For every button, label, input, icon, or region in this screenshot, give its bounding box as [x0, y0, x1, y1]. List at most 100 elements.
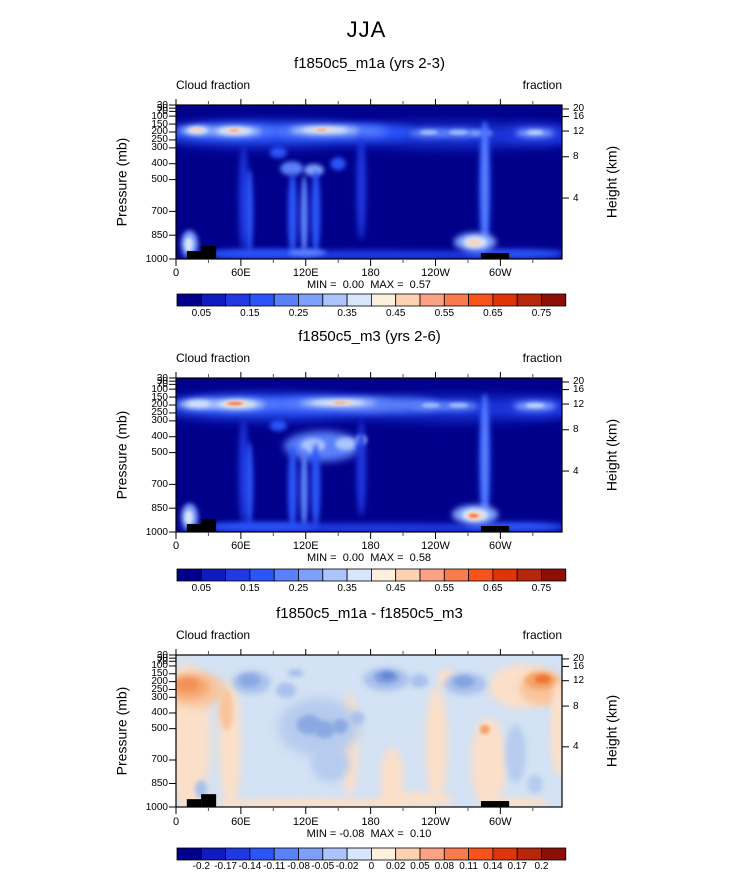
panel-3-minmax: MIN = -0.08 MAX = 0.10	[306, 828, 432, 840]
height-tick-label: 12	[573, 398, 585, 410]
panel-3-colorbar	[176, 847, 567, 861]
pressure-tick-label: 500	[151, 447, 168, 459]
colorbar-tick-label: 0.15	[240, 308, 260, 319]
pressure-tick-label: 100	[151, 110, 168, 122]
colorbar-tick-label: 0.65	[483, 583, 503, 594]
pressure-tick-label: 400	[151, 707, 168, 719]
colorbar-tick-label: 0.75	[531, 308, 552, 319]
height-tick-label: 4	[573, 465, 579, 477]
panel-1-minmax: MIN = 0.00 MAX = 0.57	[306, 279, 432, 291]
colorbar-tick-label: 0.35	[337, 308, 357, 319]
pressure-tick-label: 70	[156, 105, 168, 117]
pressure-tick-label: 850	[151, 502, 168, 514]
panel-3-ticks	[169, 649, 569, 814]
colorbar-tick-label: 0.25	[288, 583, 309, 594]
pressure-tick-label: 150	[151, 668, 168, 680]
colorbar-tick-label: 0.05	[410, 861, 430, 872]
panel-2-ticks	[169, 372, 569, 539]
colorbar-tick-label: 0.25	[288, 308, 309, 319]
panel-2-units-label: fraction	[522, 351, 562, 365]
lon-tick-label: 120E	[292, 816, 319, 828]
height-tick-label: 4	[573, 741, 579, 753]
colorbar-tick-label: 0.55	[434, 308, 455, 319]
height-tick-label: 20	[573, 653, 585, 665]
lon-tick-label: 60W	[489, 816, 512, 828]
figure-title: JJA	[346, 17, 387, 42]
panel-2-contours	[176, 378, 562, 532]
pressure-tick-label: 200	[151, 126, 168, 138]
pressure-tick-label: 200	[151, 676, 168, 688]
lon-tick-label: 120E	[292, 540, 319, 552]
pressure-tick-label: 1000	[145, 526, 168, 538]
lon-tick-label: 180	[361, 816, 380, 828]
pressure-tick-label: 150	[151, 118, 168, 130]
terrain-mask	[186, 524, 202, 532]
pressure-tick-label: 70	[156, 655, 168, 667]
pressure-tick-label: 500	[151, 174, 168, 186]
pressure-tick-label: 30	[156, 649, 168, 661]
panel-1-height-axis-label: Height (km)	[603, 145, 620, 219]
panel-3-height-axis-label: Height (km)	[603, 694, 620, 768]
pressure-tick-label: 1000	[145, 253, 168, 265]
pressure-tick-label: 700	[151, 754, 168, 766]
colorbar-tick-label: -0.11	[263, 861, 286, 872]
pressure-tick-label: 300	[151, 691, 168, 703]
colorbar-tick-label: -0.02	[335, 861, 359, 872]
pressure-tick-label: 30	[156, 99, 168, 111]
colorbar-tick-label: 0.35	[337, 583, 357, 594]
lon-tick-label: 0	[172, 816, 180, 828]
lon-tick-label: 120E	[292, 267, 319, 279]
pressure-tick-label: 250	[151, 134, 168, 146]
colorbar-tick-label: 0.17	[507, 861, 527, 872]
colorbar-tick-label: 0.65	[483, 308, 503, 319]
pressure-tick-label: 100	[151, 660, 168, 672]
colorbar-tick-label: 0.02	[385, 861, 406, 872]
pressure-tick-label: 50	[156, 102, 168, 114]
pressure-tick-label: 250	[151, 407, 168, 419]
lon-tick-label: 120W	[421, 540, 450, 552]
panel-1-contours	[176, 105, 562, 259]
pressure-tick-label: 30	[156, 372, 168, 384]
colorbar-tick-label: 0.14	[483, 861, 503, 872]
panel-2-variable-label: Cloud fraction	[176, 351, 251, 365]
colorbar-tick-label: -0.08	[287, 861, 310, 872]
lon-tick-label: 60W	[489, 267, 512, 279]
panel-3-frame	[175, 654, 563, 808]
panel-1-title: f1850c5_m1a (yrs 2-3)	[294, 55, 445, 72]
height-tick-label: 8	[573, 424, 579, 436]
colorbar-tick-label: 0.11	[459, 861, 478, 872]
colorbar-tick-label: 0.05	[191, 308, 212, 319]
pressure-tick-label: 850	[151, 777, 168, 789]
panel-2-colorbar	[176, 568, 567, 582]
pressure-tick-label: 100	[151, 383, 168, 395]
panel-1-colorbar	[176, 293, 567, 307]
pressure-tick-label: 300	[151, 142, 168, 154]
height-tick-label: 16	[573, 660, 585, 672]
colorbar-tick-label: 0	[368, 861, 375, 872]
height-tick-label: 12	[573, 675, 585, 687]
height-tick-label: 16	[573, 384, 585, 396]
pressure-tick-label: 150	[151, 391, 168, 403]
lon-tick-label: 60E	[231, 540, 251, 552]
lon-tick-label: 60E	[231, 816, 251, 828]
height-tick-label: 20	[573, 376, 585, 388]
colorbar-tick-label: 0.08	[434, 861, 455, 872]
lon-tick-label: 180	[361, 540, 380, 552]
panel-2-height-axis-label: Height (km)	[603, 418, 620, 492]
pressure-tick-label: 200	[151, 399, 168, 411]
panel-3-units-label: fraction	[522, 628, 562, 642]
colorbar-tick-label: 0.15	[240, 583, 260, 594]
height-tick-label: 8	[573, 151, 579, 163]
colorbar-tick-label: -0.17	[214, 861, 237, 872]
colorbar-tick-label: 0.45	[385, 308, 406, 319]
colorbar-tick-label: -0.2	[192, 861, 210, 872]
terrain-mask	[201, 794, 217, 807]
lon-tick-label: 120W	[421, 816, 450, 828]
panel-1-ticks	[169, 99, 569, 266]
pressure-tick-label: 50	[156, 375, 168, 387]
height-tick-label: 20	[573, 103, 585, 115]
lon-tick-label: 0	[172, 540, 180, 552]
panel-2-title: f1850c5_m3 (yrs 2-6)	[298, 328, 441, 345]
